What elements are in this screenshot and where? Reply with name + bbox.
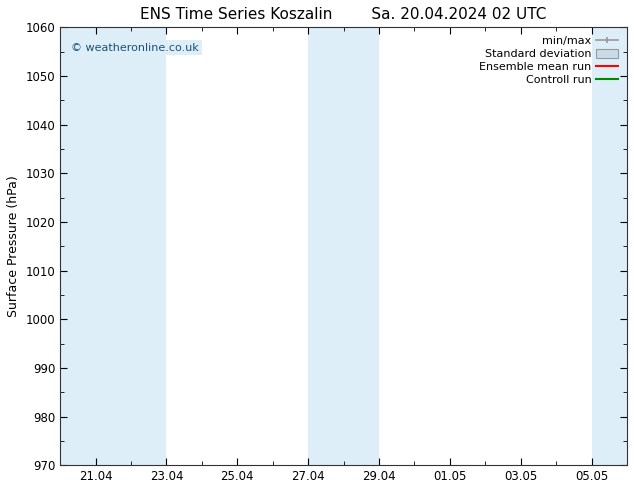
Title: ENS Time Series Koszalin        Sa. 20.04.2024 02 UTC: ENS Time Series Koszalin Sa. 20.04.2024 … (140, 7, 547, 22)
Legend: min/max, Standard deviation, Ensemble mean run, Controll run: min/max, Standard deviation, Ensemble me… (476, 33, 621, 88)
Y-axis label: Surface Pressure (hPa): Surface Pressure (hPa) (7, 175, 20, 317)
Bar (60, 27, 96, 465)
Bar (96, 27, 166, 465)
Bar (308, 27, 379, 465)
Bar (592, 27, 627, 465)
Text: © weatheronline.co.uk: © weatheronline.co.uk (72, 43, 199, 52)
